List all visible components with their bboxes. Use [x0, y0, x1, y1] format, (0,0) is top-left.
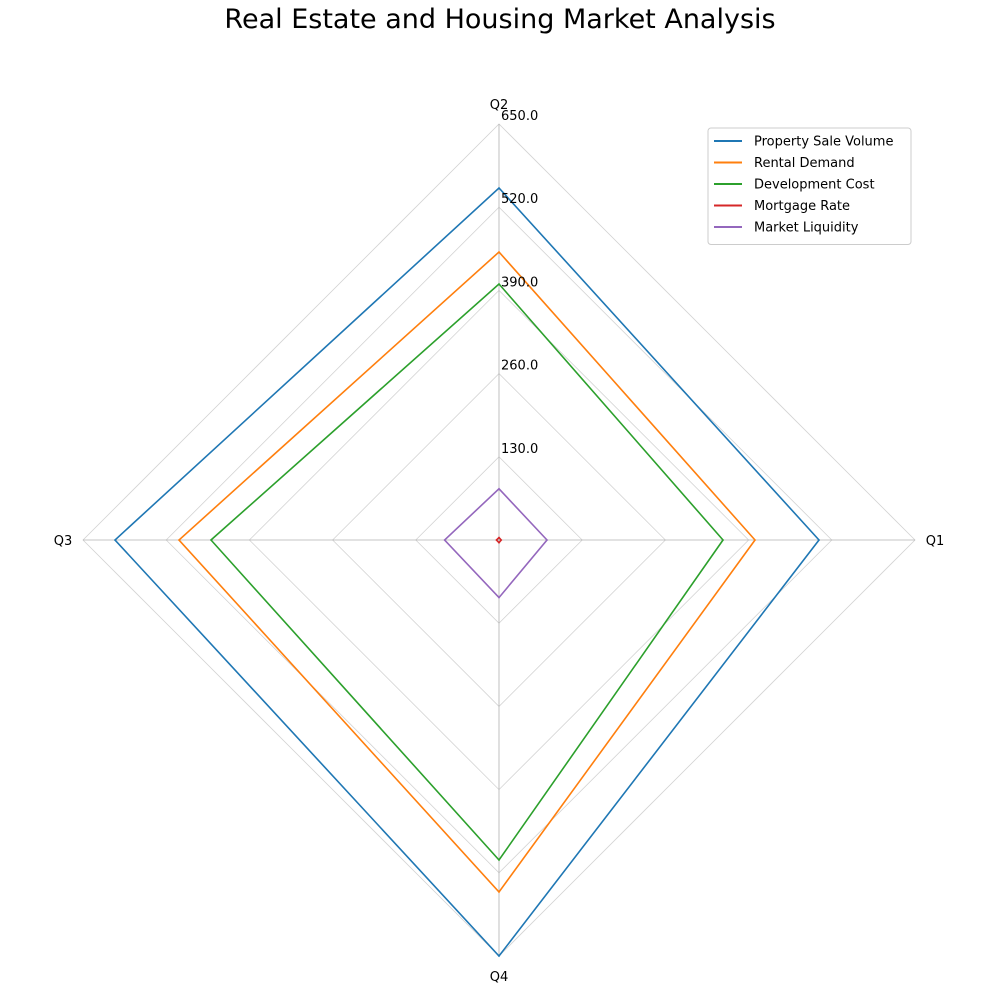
legend: Property Sale Volume Rental Demand Develop…: [707, 127, 912, 245]
legend-label-0: Property Sale Volume: [754, 135, 893, 150]
chart-title: Real Estate and Housing Market Analysis: [224, 4, 776, 35]
series-line-1: [177, 250, 757, 894]
grid-layer: [82, 123, 916, 957]
axis-label-Q1: Q1: [926, 534, 945, 549]
data-point-4-0: [546, 539, 548, 541]
axis-label-Q4: Q4: [490, 970, 509, 985]
legend-label-4: Market Liquidity: [754, 221, 859, 236]
data-point-0-2: [114, 539, 116, 541]
data-point-2-3: [498, 859, 500, 861]
data-point-3-1: [498, 536, 500, 539]
data-point-1-0: [754, 539, 756, 541]
data-point-2-1: [498, 283, 500, 285]
r-tick-label-3: 520.0: [501, 192, 538, 207]
r-tick-label-4: 650.0: [501, 109, 538, 124]
data-point-3-3: [498, 541, 500, 544]
r-tick-label-0: 130.0: [501, 442, 538, 457]
series-line-2: [209, 282, 725, 862]
data-point-0-1: [498, 187, 500, 189]
legend-box: [707, 127, 912, 245]
data-point-1-2: [178, 539, 180, 541]
data-point-4-1: [498, 488, 500, 490]
data-point-3-0: [500, 539, 503, 541]
data-point-0-0: [818, 539, 820, 541]
series-line-4: [443, 487, 549, 599]
axis-label-Q3: Q3: [54, 534, 73, 549]
legend-label-2: Development Cost: [754, 178, 875, 193]
data-point-2-0: [722, 539, 724, 541]
data-point-2-2: [210, 539, 212, 541]
data-point-4-3: [498, 596, 500, 599]
label-layer: Q1 Q2 Q3 Q4 130.0 260.0 390.0 520.0 650.0: [54, 98, 945, 985]
data-point-4-2: [443, 539, 446, 541]
data-point-1-3: [498, 891, 500, 893]
axis-label-Q2: Q2: [490, 98, 509, 113]
r-tick-label-1: 260.0: [501, 359, 538, 374]
data-point-0-3: [498, 955, 500, 957]
legend-label-1: Rental Demand: [754, 156, 855, 171]
data-point-3-2: [495, 539, 498, 541]
r-tick-label-2: 390.0: [501, 275, 538, 290]
legend-label-3: Mortgage Rate: [754, 199, 850, 214]
data-point-1-1: [498, 251, 500, 253]
series-layer: [113, 186, 821, 958]
